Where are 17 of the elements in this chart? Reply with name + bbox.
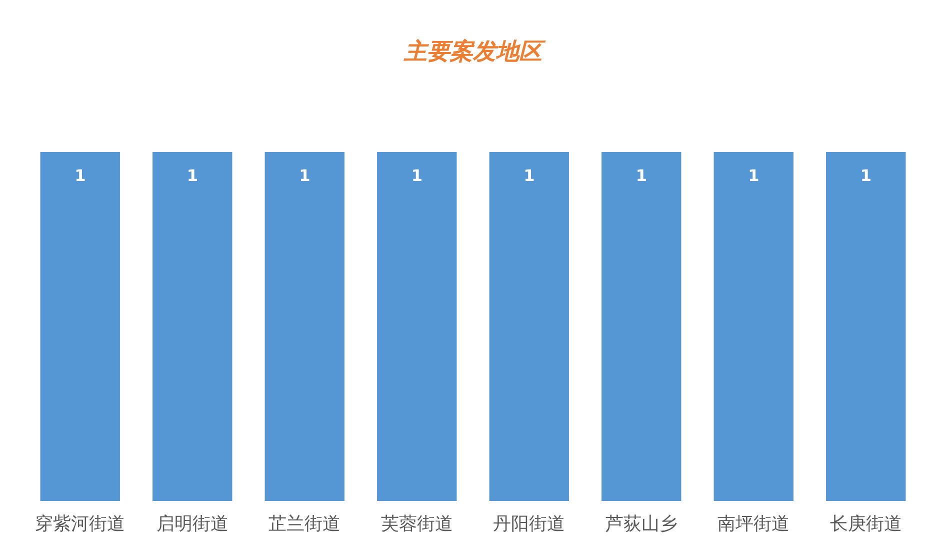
x-tick-label: 芦荻山乡 [605, 514, 678, 534]
x-tick-label: 南坪街道 [718, 514, 790, 534]
data-label: 1 [299, 166, 310, 185]
data-label: 1 [74, 166, 86, 185]
x-tick-label: 芙蓉街道 [380, 514, 453, 534]
chart-title: 主要案发地区 [403, 38, 546, 65]
data-label: 1 [524, 166, 535, 185]
data-label: 1 [186, 166, 198, 185]
x-tick-label: 丹阳街道 [493, 514, 566, 534]
data-label: 1 [860, 166, 872, 185]
data-label: 1 [411, 166, 422, 185]
x-tick-label: 穿紫河街道 [35, 514, 126, 534]
x-tick-label: 芷兰街道 [268, 514, 341, 534]
data-label: 1 [636, 166, 647, 185]
data-label: 1 [748, 166, 760, 185]
x-tick-label: 启明街道 [156, 514, 228, 534]
x-tick-label: 长庚街道 [830, 514, 902, 534]
